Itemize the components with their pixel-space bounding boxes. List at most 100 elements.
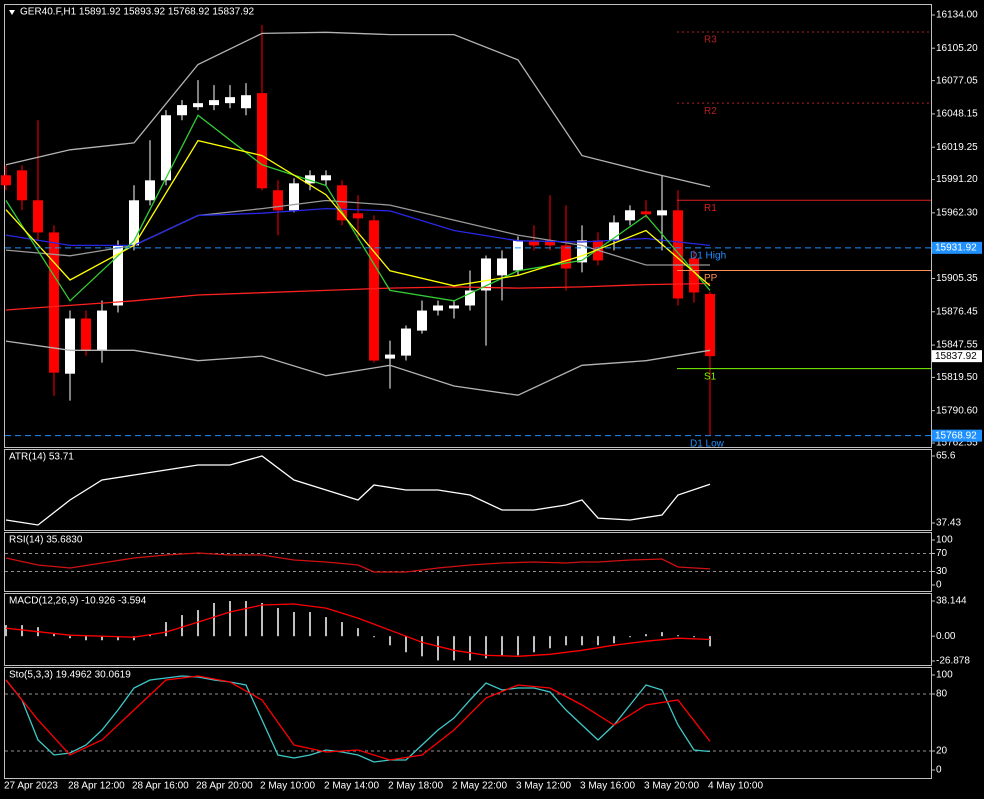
histogram-bar	[629, 636, 631, 638]
sto-panel	[4, 667, 932, 779]
candle-body	[33, 200, 43, 233]
candle-body	[481, 258, 491, 291]
y-tick-label: -26.878	[936, 656, 970, 667]
candle-body	[545, 240, 555, 246]
indicator-line	[5, 282, 711, 311]
candle-body	[289, 183, 299, 211]
rsi-panel	[4, 532, 932, 592]
y-tick-label: 30	[936, 566, 948, 577]
candle-body	[241, 95, 251, 109]
histogram-bar	[613, 636, 615, 644]
panel-title: GER40.F,H1 15891.92 15893.92 15768.92 15…	[20, 7, 255, 18]
indicator-line	[5, 207, 711, 247]
y-tick-label: 15790.60	[936, 405, 978, 416]
pivot-label: PP	[704, 273, 718, 284]
indicator-line	[5, 455, 711, 526]
pivot-label: S1	[704, 371, 717, 382]
y-tick-label: 70	[936, 548, 948, 559]
candle-body	[353, 213, 363, 219]
histogram-bar	[21, 625, 23, 637]
panel-title: MACD(12,26,9) -10.926 -3.594	[9, 596, 147, 607]
x-tick-label: 28 Apr 20:00	[196, 781, 253, 792]
indicator-line	[5, 31, 711, 188]
histogram-bar	[677, 635, 679, 637]
candle-body	[433, 305, 443, 311]
histogram-bar	[517, 636, 519, 656]
candle-body	[321, 175, 331, 181]
y-tick-label: 15847.55	[936, 340, 978, 351]
x-tick-label: 28 Apr 12:00	[68, 781, 125, 792]
y-tick-label: 16048.15	[936, 109, 978, 120]
histogram-bar	[117, 636, 119, 641]
histogram-bar	[469, 636, 471, 661]
indicator-line	[5, 139, 711, 287]
histogram-bar	[389, 636, 391, 646]
candle-body	[17, 170, 27, 201]
y-tick-label: 16105.20	[936, 43, 978, 54]
y-tick-label: 15762.55	[936, 438, 978, 449]
candle-body	[561, 245, 571, 269]
candle-body	[161, 115, 171, 181]
histogram-bar	[501, 636, 503, 656]
candle-body	[337, 185, 347, 221]
indicator-line	[5, 675, 711, 763]
daily-level-label: D1 High	[690, 250, 726, 261]
histogram-bar	[5, 625, 7, 637]
histogram-bar	[245, 601, 247, 637]
x-tick-label: 2 May 22:00	[452, 781, 507, 792]
candle-body	[401, 328, 411, 356]
histogram-bar	[581, 636, 583, 646]
histogram-bar	[181, 615, 183, 637]
histogram-bar	[437, 636, 439, 661]
panel-title: Sto(5,3,3) 19.4962 30.0619	[9, 670, 131, 681]
candle-body	[369, 220, 379, 361]
candle-body	[65, 318, 75, 374]
x-tick-label: 28 Apr 16:00	[132, 781, 189, 792]
indicator-line	[5, 340, 711, 396]
candle-body	[577, 240, 587, 263]
candle-body	[225, 97, 235, 104]
main-panel	[4, 4, 932, 448]
histogram-bar	[597, 636, 599, 646]
panel-title: RSI(14) 35.6830	[9, 535, 83, 546]
histogram-bar	[421, 636, 423, 657]
y-tick-label: 0	[936, 580, 942, 591]
price-tag	[932, 241, 982, 254]
x-tick-label: 3 May 16:00	[580, 781, 635, 792]
panel-frames	[4, 4, 932, 779]
candle-body	[641, 211, 651, 215]
current-price-tag	[932, 350, 982, 363]
candle-body	[417, 310, 427, 331]
candle-body	[609, 222, 619, 241]
candle-body	[529, 240, 539, 246]
histogram-bar	[69, 636, 71, 639]
y-tick-label: 0.00	[936, 631, 956, 642]
indicator-line	[5, 552, 711, 573]
macd-panel	[4, 593, 932, 666]
histogram-bar	[277, 608, 279, 637]
collapse-icon	[9, 10, 15, 15]
x-tick-label: 2 May 18:00	[388, 781, 443, 792]
pivot-label: R3	[704, 35, 717, 46]
y-tick-label: 16019.25	[936, 142, 978, 153]
candle-body	[305, 175, 315, 184]
y-tick-label: 15962.30	[936, 207, 978, 218]
y-tick-label: 15991.20	[936, 174, 978, 185]
histogram-bar	[101, 636, 103, 641]
candle-body	[705, 293, 715, 357]
histogram-bar	[549, 636, 551, 649]
y-tick-label: 20	[936, 746, 948, 757]
y-tick-label: 37.43	[936, 518, 961, 529]
histogram-bar	[709, 636, 711, 647]
pivot-label: R1	[704, 203, 717, 214]
candle-body	[625, 210, 635, 221]
pivot-label: R2	[704, 106, 717, 117]
indicator-line	[5, 199, 710, 266]
candle-body	[97, 310, 107, 351]
candle-body	[129, 200, 139, 246]
histogram-bar	[533, 636, 535, 653]
candle-body	[193, 103, 203, 108]
x-tick-label: 3 May 12:00	[516, 781, 571, 792]
histogram-bar	[213, 602, 215, 637]
